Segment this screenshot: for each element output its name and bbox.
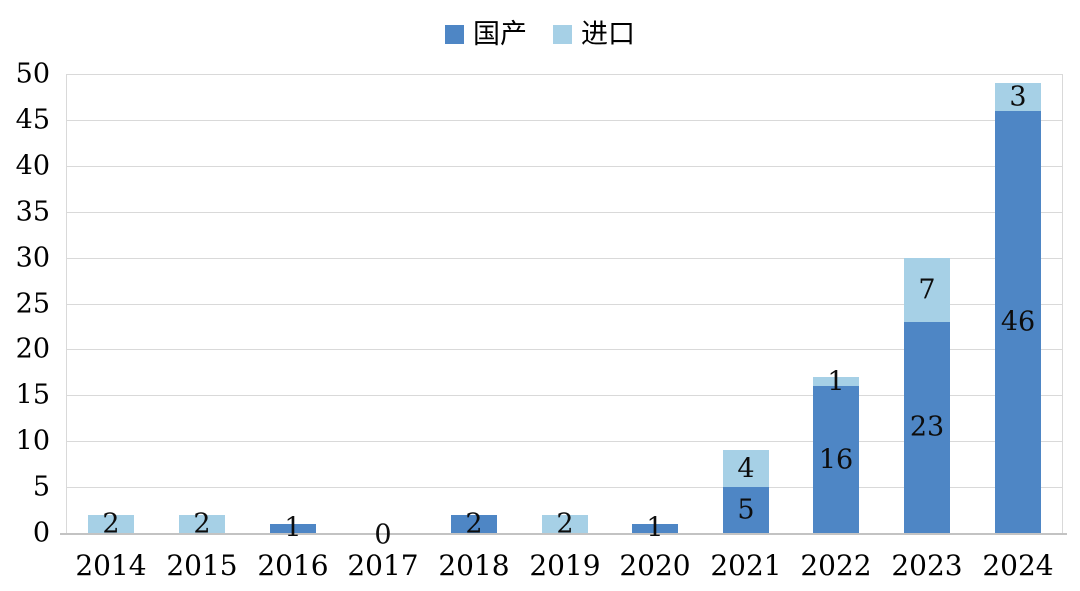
gridline: [67, 395, 1062, 396]
x-tick-label: 2017: [347, 549, 419, 582]
x-tick-label: 2021: [710, 549, 782, 582]
bar-segment-imported[interactable]: [904, 258, 950, 322]
gridline: [67, 258, 1062, 259]
y-tick-label: 15: [15, 379, 50, 411]
data-label: 2: [465, 508, 483, 540]
data-label: 5: [737, 494, 755, 526]
bar-segment-domestic[interactable]: [813, 386, 859, 533]
x-tick-label: 2020: [619, 549, 691, 582]
bar-segment-domestic[interactable]: [270, 524, 316, 533]
x-tick-label: 2016: [257, 549, 329, 582]
x-tick-label: 2019: [529, 549, 601, 582]
legend-swatch-domestic-icon: [445, 24, 464, 44]
bar-segment-imported[interactable]: [723, 450, 769, 487]
bar-segment-imported[interactable]: [179, 515, 225, 533]
data-label-zero: 0: [374, 519, 392, 551]
legend-swatch-imported-icon: [553, 24, 572, 44]
gridline: [67, 166, 1062, 167]
y-tick-label: 10: [15, 425, 50, 457]
data-label: 3: [1009, 81, 1027, 113]
data-label: 46: [1000, 306, 1036, 338]
data-label: 1: [827, 366, 845, 398]
gridline: [67, 120, 1062, 121]
gridline: [67, 212, 1062, 213]
gridline: [67, 304, 1062, 305]
x-tick-label: 2023: [891, 549, 963, 582]
y-tick-label: 50: [15, 58, 50, 90]
data-label: 23: [909, 411, 945, 443]
data-label: 16: [818, 444, 854, 476]
data-label: 2: [102, 508, 120, 540]
plot-border: [66, 74, 1063, 534]
data-label: 2: [193, 508, 211, 540]
y-tick-label: 0: [32, 517, 50, 549]
bar-segment-domestic[interactable]: [723, 487, 769, 533]
gridline: [67, 487, 1062, 488]
x-tick-label: 2022: [800, 549, 872, 582]
bar-segment-domestic[interactable]: [995, 111, 1041, 533]
y-tick-label: 45: [15, 104, 50, 136]
gridline: [67, 349, 1062, 350]
x-tick-label: 2014: [75, 549, 147, 582]
data-label: 2: [556, 508, 574, 540]
bar-segment-domestic[interactable]: [632, 524, 678, 533]
bar-segment-imported[interactable]: [813, 377, 859, 386]
data-label: 1: [284, 512, 302, 544]
legend-item-imported[interactable]: 进口: [553, 21, 635, 48]
legend-label-imported: 进口: [581, 18, 635, 50]
gridline: [67, 441, 1062, 442]
legend: 国产 进口: [0, 16, 1080, 52]
x-tick-label: 2024: [982, 549, 1054, 582]
data-label: 1: [646, 512, 664, 544]
x-axis-line: [60, 533, 1067, 535]
y-tick-label: 5: [32, 471, 50, 503]
y-tick-label: 35: [15, 196, 50, 228]
legend-item-domestic[interactable]: 国产: [445, 21, 527, 48]
y-tick-label: 30: [15, 242, 50, 274]
bar-segment-domestic[interactable]: [904, 322, 950, 533]
bar-segment-imported[interactable]: [995, 83, 1041, 111]
bar-segment-imported[interactable]: [542, 515, 588, 533]
data-label: 4: [737, 453, 755, 485]
y-tick-label: 20: [15, 333, 50, 365]
x-tick-label: 2018: [438, 549, 510, 582]
data-label: 7: [918, 274, 936, 306]
bar-segment-imported[interactable]: [88, 515, 134, 533]
bar-segment-domestic[interactable]: [451, 515, 497, 533]
y-tick-label: 25: [15, 288, 50, 320]
legend-label-domestic: 国产: [473, 18, 527, 50]
x-tick-label: 2015: [166, 549, 238, 582]
y-tick-label: 40: [15, 150, 50, 182]
